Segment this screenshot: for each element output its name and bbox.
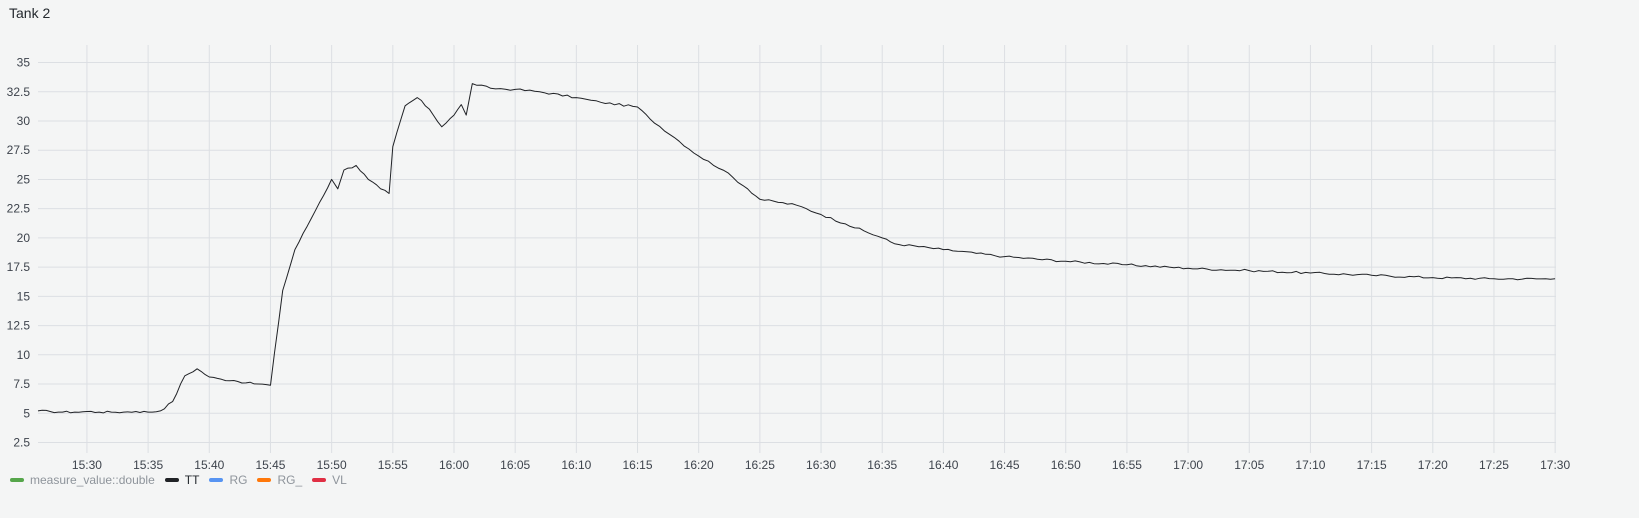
legend-item[interactable]: RG: [209, 473, 247, 487]
x-tick-label: 16:25: [745, 458, 775, 470]
x-tick-label: 16:30: [806, 458, 836, 470]
legend-swatch: [312, 478, 327, 482]
legend-item[interactable]: measure_value::double: [10, 473, 155, 487]
panel-title: Tank 2: [9, 5, 51, 21]
y-tick-label: 15: [17, 289, 31, 303]
grid-lines: [38, 45, 1556, 453]
y-tick-label: 12.5: [7, 319, 31, 333]
legend-label: TT: [184, 473, 200, 487]
y-tick-label: 27.5: [7, 143, 31, 157]
x-tick-label: 15:30: [72, 458, 102, 470]
legend-item[interactable]: RG_: [257, 473, 302, 487]
x-tick-label: 17:25: [1479, 458, 1509, 470]
x-tick-label: 16:35: [867, 458, 897, 470]
legend-label: RG: [229, 473, 248, 487]
series-lines: [37, 83, 1556, 414]
x-tick-label: 16:50: [1051, 458, 1081, 470]
y-tick-label: 32.5: [7, 85, 31, 99]
y-tick-label: 5: [23, 406, 30, 420]
x-tick-label: 17:05: [1234, 458, 1264, 470]
x-tick-label: 16:10: [561, 458, 591, 470]
x-tick-label: 15:55: [378, 458, 408, 470]
x-tick-label: 15:40: [194, 458, 224, 470]
legend-swatch: [257, 478, 272, 482]
y-tick-label: 2.5: [13, 435, 30, 449]
x-tick-label: 17:30: [1540, 458, 1570, 470]
y-tick-label: 25: [17, 172, 31, 186]
x-tick-label: 16:15: [623, 458, 653, 470]
x-tick-label: 15:45: [255, 458, 285, 470]
legend-label: VL: [332, 473, 347, 487]
y-tick-label: 10: [17, 348, 31, 362]
series-line-tt[interactable]: [37, 83, 1556, 414]
y-tick-label: 17.5: [7, 260, 31, 274]
x-axis-ticks: 15:30 15:35 15:40 15:45 15:50 15:55 16:00 16:05…: [72, 458, 1571, 470]
y-tick-label: 30: [17, 114, 31, 128]
y-tick-label: 20: [17, 231, 31, 245]
x-tick-label: 16:55: [1112, 458, 1142, 470]
x-tick-label: 17:00: [1173, 458, 1203, 470]
x-tick-label: 17:10: [1295, 458, 1325, 470]
x-tick-label: 15:50: [317, 458, 347, 470]
line-chart[interactable]: 2.557.51012.51517.52022.52527.53032.535 …: [0, 0, 1639, 470]
legend-label: measure_value::double: [30, 473, 155, 487]
y-tick-label: 35: [17, 56, 31, 70]
legend: measure_value::double TT RG RG_ VL: [10, 473, 347, 487]
legend-item[interactable]: VL: [312, 473, 347, 487]
legend-swatch: [164, 478, 179, 482]
x-tick-label: 16:05: [500, 458, 530, 470]
x-tick-label: 16:45: [990, 458, 1020, 470]
legend-label: RG_: [277, 473, 303, 487]
y-axis-ticks: 2.5 5 7.5 10 12.5 15 17.5 20 22.5 25 27.5 30 32.5 35: [7, 56, 31, 450]
y-tick-label: 22.5: [7, 202, 31, 216]
legend-swatch: [10, 478, 24, 482]
x-tick-label: 16:00: [439, 458, 469, 470]
x-tick-label: 16:20: [684, 458, 714, 470]
x-tick-label: 17:20: [1418, 458, 1448, 470]
x-tick-label: 15:35: [133, 458, 163, 470]
y-tick-label: 7.5: [13, 377, 30, 391]
legend-swatch: [209, 478, 224, 482]
x-tick-label: 17:15: [1357, 458, 1387, 470]
x-tick-label: 16:40: [928, 458, 958, 470]
legend-item[interactable]: TT: [164, 473, 200, 487]
